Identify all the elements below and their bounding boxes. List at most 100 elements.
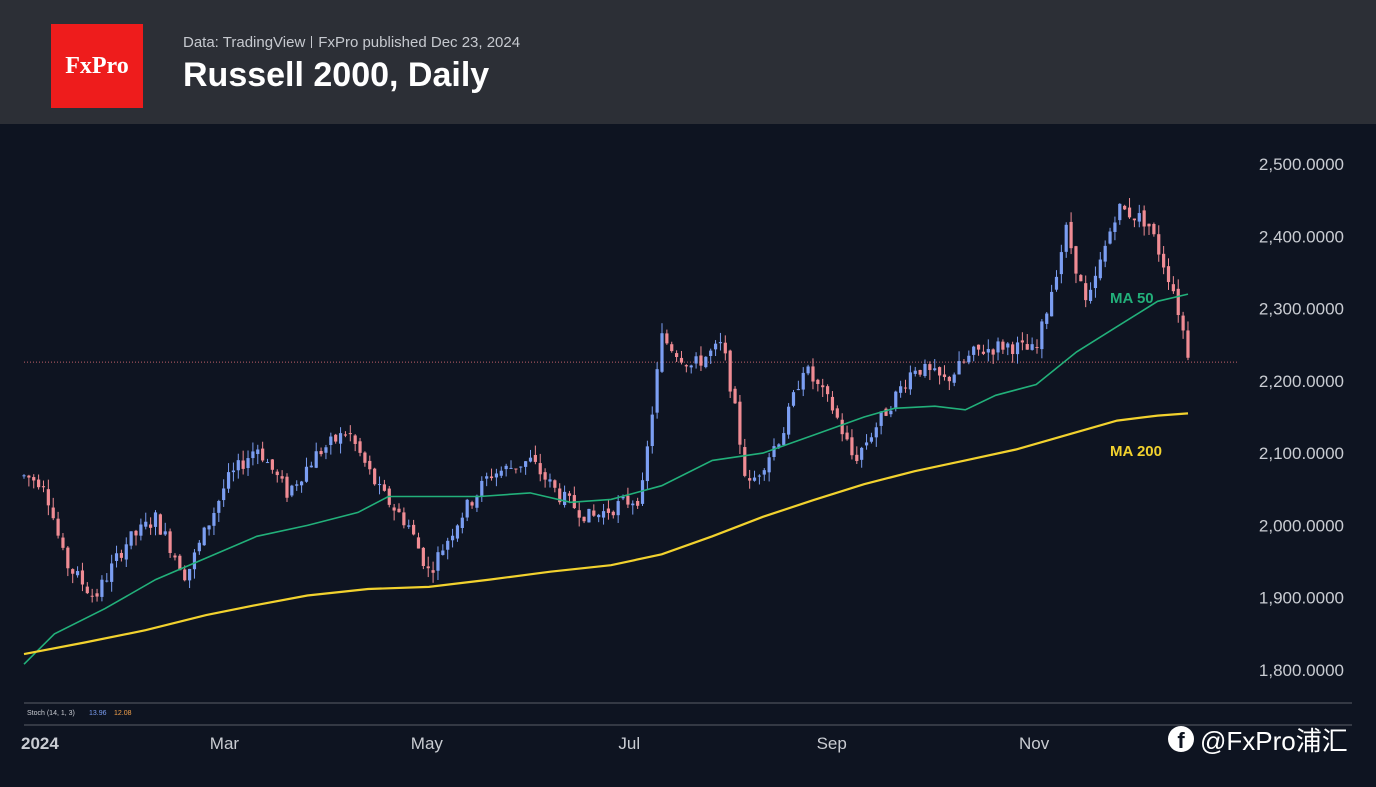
candle-body (874, 427, 878, 438)
candle-body (426, 566, 430, 569)
candle-body (66, 547, 70, 569)
candle-body (1123, 205, 1127, 210)
candle-body (967, 355, 971, 363)
candle-body (748, 478, 752, 481)
candle-body (450, 535, 455, 541)
candle-body (728, 350, 732, 392)
candle-body (835, 408, 839, 418)
candle-body (679, 357, 684, 363)
watermark: f @FxPro浦汇 (1168, 722, 1348, 756)
y-tick-label: 1,800.0000 (1259, 661, 1344, 680)
candle-body (738, 401, 742, 445)
candle-body (514, 468, 518, 470)
ma50-line (23, 293, 1189, 665)
candle-body (1069, 221, 1073, 249)
candle-body (46, 489, 50, 506)
candle-body (538, 463, 542, 475)
candle-body (752, 477, 757, 481)
candle-body (1001, 341, 1005, 350)
x-tick-label: May (411, 734, 444, 753)
candle-body (441, 550, 445, 555)
candle-body (1093, 275, 1098, 289)
candle-body (879, 411, 883, 426)
candle-body (382, 484, 386, 491)
watermark-text: @FxPro浦汇 (1200, 725, 1348, 756)
candle-body (1064, 224, 1068, 252)
candle-body (592, 510, 596, 516)
candle-body (757, 475, 761, 477)
ma-lines-layer (23, 293, 1189, 665)
candle-body (825, 386, 830, 395)
candle-body (319, 451, 323, 455)
candle-body (412, 524, 416, 535)
candle-body (704, 356, 708, 368)
candle-body (1025, 344, 1029, 350)
candle-body (85, 586, 89, 594)
candle-body (782, 433, 786, 445)
candle-body (231, 470, 236, 473)
y-tick-label: 2,400.0000 (1259, 227, 1344, 246)
candle-body (694, 356, 698, 364)
candle-body (1147, 223, 1151, 227)
candle-body (416, 537, 421, 549)
candle-body (981, 351, 986, 354)
candle-body (597, 514, 601, 518)
candle-body (207, 525, 211, 530)
candle-body (650, 414, 654, 447)
candle-body (533, 454, 537, 462)
candle-body (90, 595, 94, 597)
candle-body (636, 500, 640, 506)
candle-body (816, 379, 820, 385)
candle-body (197, 542, 201, 552)
candle-body (324, 447, 328, 453)
candle-body (718, 342, 723, 344)
candle-body (845, 432, 849, 440)
candle-body (840, 419, 844, 435)
candle-body (470, 502, 474, 506)
candle-body (431, 570, 435, 573)
candle-body (918, 370, 922, 375)
y-tick-label: 2,100.0000 (1259, 444, 1344, 463)
candle-body (1113, 222, 1117, 232)
candle-body (743, 447, 747, 476)
candle-body (1079, 275, 1083, 282)
candle-body (489, 476, 494, 479)
candle-body (124, 544, 128, 560)
candle-body (923, 363, 927, 376)
candle-body (455, 525, 460, 539)
candle-body (1045, 313, 1049, 324)
candle-body (801, 372, 805, 390)
candle-body (1040, 321, 1044, 350)
candle-body (300, 481, 304, 486)
ma200-label: MA 200 (1110, 443, 1162, 460)
candle-body (504, 465, 508, 470)
candle-body (465, 499, 469, 518)
facebook-icon: f (1168, 726, 1194, 752)
candle-body (1108, 231, 1112, 244)
candle-body (582, 516, 586, 522)
candle-body (61, 537, 65, 548)
candle-body (855, 454, 859, 462)
candle-body (567, 493, 572, 496)
stoch-legend: Stoch (14, 1, 3) 13.96 12.08 (27, 710, 132, 717)
candle-body (22, 475, 26, 477)
candle-body (913, 370, 917, 374)
candle-body (226, 472, 231, 489)
candle-body (587, 508, 591, 523)
candle-body (1050, 291, 1054, 317)
candle-body (373, 468, 377, 485)
stoch-d-value: 12.08 (114, 710, 132, 717)
candle-body (1103, 245, 1107, 262)
x-tick-label: Jul (618, 734, 640, 753)
candle-body (1118, 203, 1122, 221)
published-date: FxPro published Dec 23, 2024 (318, 33, 521, 51)
candle-body (222, 488, 226, 501)
candle-body (558, 488, 562, 503)
candle-body (241, 460, 245, 469)
candle-body (446, 540, 450, 550)
candle-body (95, 593, 99, 597)
candle-body (1015, 342, 1020, 355)
candle-body (1127, 207, 1132, 218)
candle-body (280, 476, 284, 479)
candle-body (553, 480, 557, 488)
